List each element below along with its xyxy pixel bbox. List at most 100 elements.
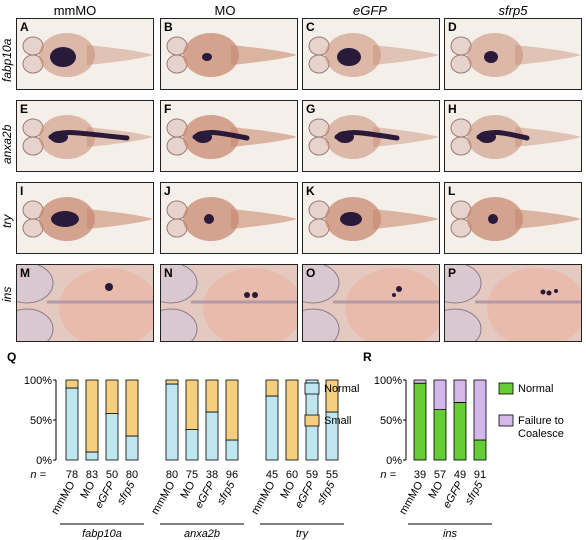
panel-letter: K (306, 184, 315, 198)
panel-n: N (160, 264, 298, 342)
panel-l: L (444, 182, 582, 254)
legend-label: Coalesce (518, 428, 564, 440)
category-label: sfrp5 (463, 479, 486, 507)
panel-a: A (16, 18, 154, 90)
category-label: MO (78, 479, 97, 501)
n-label: n = (30, 469, 46, 481)
bar-normal (413, 382, 427, 461)
y-tick-label: 50% (30, 415, 52, 427)
bar-failure-to-coalesce (433, 379, 447, 411)
n-value: 50 (106, 469, 118, 481)
panel-g: G (302, 100, 440, 172)
category-label: eGFP (93, 479, 118, 510)
n-value: 91 (474, 469, 486, 481)
column-header-sfrp5: sfrp5 (498, 3, 528, 18)
row-label-anxa2b: anxa2b (0, 124, 14, 164)
n-value: 38 (206, 469, 218, 481)
panel-letter: F (164, 102, 172, 116)
panel-letter: E (20, 102, 29, 116)
panel-m: M (16, 264, 154, 342)
embryo-image (303, 265, 439, 341)
column-header-mo: MO (214, 3, 236, 18)
panel-h: H (444, 100, 582, 172)
embryo-image (166, 115, 297, 159)
embryo-image (308, 115, 439, 159)
bar-normal (265, 395, 279, 461)
bar-small (125, 379, 139, 437)
panel-o: O (302, 264, 440, 342)
bar-normal (185, 429, 199, 461)
n-value: 45 (266, 469, 278, 481)
embryo-image (308, 33, 439, 77)
bar-normal (473, 439, 487, 461)
legend-swatch (498, 382, 514, 395)
panel-letter: M (20, 266, 30, 280)
n-value: 39 (414, 469, 426, 481)
y-tick-label: 50% (380, 415, 402, 427)
panel-d: D (444, 18, 582, 90)
embryo-image (22, 197, 153, 241)
embryo-image (450, 33, 581, 77)
panel-k: K (302, 182, 440, 254)
panel-letter: B (164, 20, 173, 34)
embryo-image (166, 197, 297, 241)
category-label: mmMO (49, 479, 78, 517)
legend-label: Small (324, 415, 352, 427)
group-label: fabp10a (82, 528, 122, 540)
y-tick-label: 0% (36, 455, 52, 467)
embryo-image (22, 33, 153, 77)
n-value: 75 (186, 469, 198, 481)
category-label: MO (178, 479, 197, 501)
n-value: 57 (434, 469, 446, 481)
row-label-fabp10a: fabp10a (0, 38, 14, 82)
embryo-image (308, 197, 439, 241)
panel-letter: C (306, 20, 315, 34)
panel-letter: P (448, 266, 457, 280)
n-value: 59 (306, 469, 318, 481)
bar-normal (85, 451, 99, 461)
category-label: mmMO (149, 479, 178, 517)
panel-letter: D (448, 20, 457, 34)
bar-charts: 0%50%100%n = 78mmMO83MO50eGFP80sfrp5fabp1… (24, 375, 564, 540)
n-value: 55 (326, 469, 338, 481)
legend-label: Failure to (518, 415, 564, 427)
column-header-mmmo: mmMO (53, 3, 97, 18)
panel-letter: H (448, 102, 457, 116)
embryo-image (450, 197, 581, 241)
legend-swatch (498, 414, 514, 427)
n-value: 80 (166, 469, 178, 481)
row-label-ins: ins (0, 286, 14, 302)
legend-label: Normal (518, 383, 553, 395)
category-label: sfrp5 (115, 479, 138, 507)
bar-failure-to-coalesce (413, 379, 427, 384)
panel-letter-q: Q (7, 350, 17, 364)
embryo-image (450, 115, 581, 159)
embryo-image (445, 265, 581, 341)
y-tick-label: 100% (24, 375, 52, 387)
group-label: ins (443, 528, 458, 540)
n-value: 83 (86, 469, 98, 481)
panel-letter: A (20, 20, 29, 34)
bar-normal (433, 409, 447, 461)
legend-swatch (304, 382, 320, 395)
n-label: n = (380, 469, 396, 481)
panel-letter: L (448, 184, 456, 198)
panel-letter: N (164, 266, 173, 280)
bar-small (285, 379, 299, 461)
bar-normal (225, 439, 239, 461)
group-label: anxa2b (184, 528, 220, 540)
embryo-image (166, 33, 297, 77)
bar-normal (205, 411, 219, 461)
category-label: eGFP (293, 479, 318, 510)
embryo-image (22, 115, 153, 159)
bar-small (225, 379, 239, 441)
panel-e: E (16, 100, 154, 172)
y-tick-label: 100% (374, 375, 402, 387)
embryo-image (17, 265, 153, 341)
n-value: 49 (454, 469, 466, 481)
panel-letter: I (20, 184, 24, 198)
column-header-egfp: eGFP (353, 3, 387, 18)
panel-f: F (160, 100, 298, 172)
bar-normal (125, 435, 139, 461)
panel-c: C (302, 18, 440, 90)
